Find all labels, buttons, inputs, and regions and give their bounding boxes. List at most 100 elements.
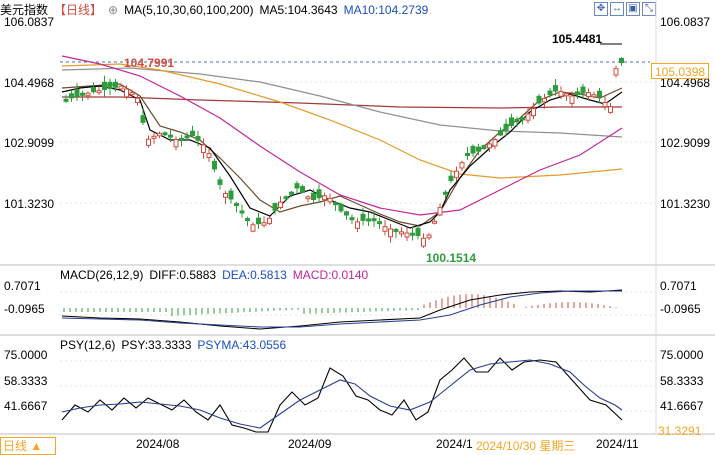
period-footer-tag[interactable]: 日线 ▲: [0, 437, 56, 455]
high-annotation: 105.4481: [552, 32, 603, 46]
moving-averages: [61, 55, 623, 229]
candle-body: [316, 189, 322, 199]
ma10-line: [61, 83, 623, 227]
candle-body: [173, 138, 179, 148]
macd-title-bar: MACD(26,12,9) DIFF:0.5883 DEA:0.5813 MACD:0…: [60, 268, 374, 282]
candle-body: [366, 218, 371, 222]
candle-body: [377, 221, 382, 225]
price-axis-label-left: 104.4968: [4, 76, 55, 90]
macd-value: MACD:0.0140: [292, 268, 369, 282]
candle-body: [135, 97, 140, 104]
macd-axis-label-left: -0.0965: [4, 302, 45, 316]
macd-diff: DIFF:0.5883: [149, 268, 217, 282]
candle-body: [190, 130, 195, 136]
candle-body: [305, 196, 311, 200]
price-axis-label: 102.9099: [660, 136, 711, 150]
candle-body: [267, 217, 272, 225]
psyma-value: PSYMA:43.0556: [197, 338, 287, 352]
current-price-tag: 105.0398: [651, 63, 709, 79]
prev-high-annotation: 104.7991: [124, 56, 175, 70]
candle-body: [558, 91, 564, 97]
macd-params: MACD(26,12,9): [60, 268, 144, 282]
candle-body: [591, 94, 597, 98]
candle-body: [294, 183, 300, 189]
psy-axis-label: 41.6667: [660, 399, 704, 413]
candle-body: [410, 232, 415, 236]
date-label: 2024/08: [136, 437, 180, 451]
candle-body: [250, 224, 256, 232]
candle-body: [201, 144, 206, 153]
period-selector[interactable]: 【日线】: [54, 3, 103, 17]
candle-body: [542, 97, 547, 103]
candle-body: [289, 191, 294, 195]
candle-body: [63, 98, 69, 102]
psy-axis-label: 58.3333: [660, 374, 704, 388]
candle-body: [118, 85, 124, 90]
candle-body: [338, 203, 344, 212]
macd-histogram: [63, 294, 617, 316]
candle-body: [344, 211, 349, 216]
candle-body: [162, 132, 168, 136]
circle-plus-icon[interactable]: ⊕: [108, 3, 119, 17]
price-axis-label: 106.0837: [660, 15, 711, 29]
candle-body: [443, 191, 448, 195]
candle-body: [107, 81, 113, 89]
candle-body: [234, 203, 239, 207]
candle-body: [415, 227, 421, 237]
candle-body: [580, 86, 586, 94]
candle-body: [69, 93, 74, 99]
price-axis-label-left: 106.0837: [4, 15, 55, 29]
ma5-value: MA5:104.3643: [259, 3, 338, 17]
date-label: 2024/11: [596, 437, 639, 451]
candle-body: [448, 175, 454, 181]
candle-body: [349, 217, 355, 221]
candle-body: [531, 108, 536, 117]
candle-body: [520, 117, 525, 121]
candlestick-series: [63, 43, 624, 249]
crosshair-icon[interactable]: ✥: [594, 2, 608, 16]
candle-body: [256, 217, 261, 225]
candle-body: [102, 81, 107, 90]
candle-body: [393, 228, 399, 232]
macd-dea: DEA:0.5813: [222, 268, 287, 282]
candle-body: [322, 195, 327, 201]
date-label: 2024/09: [288, 437, 332, 451]
candle-body: [184, 135, 190, 139]
candle-body: [481, 145, 487, 149]
candle-body: [283, 196, 289, 200]
candle-body: [476, 146, 481, 152]
candle-body: [564, 93, 569, 97]
psyma-line: [61, 359, 623, 429]
candle-body: [179, 137, 184, 141]
candle-body: [492, 139, 498, 147]
candle-body: [151, 135, 157, 139]
candle-body: [157, 132, 162, 137]
candle-body: [272, 203, 278, 211]
candle-body: [388, 228, 393, 238]
candle-body: [437, 207, 443, 216]
candle-body: [245, 218, 250, 222]
psy-axis-label-left: 75.0000: [4, 348, 48, 362]
candle-body: [371, 218, 377, 222]
macd-axis-label: -0.0965: [660, 302, 701, 316]
candle-body: [569, 95, 575, 104]
candle-body: [333, 201, 338, 206]
image-icon[interactable]: ▣: [626, 2, 640, 16]
psy-value: PSY:33.3333: [121, 338, 192, 352]
candle-body: [360, 213, 366, 221]
psy-line: [61, 357, 623, 433]
candle-body: [74, 89, 80, 97]
candle-body: [300, 186, 305, 193]
price-axis-label: 104.4968: [660, 76, 711, 90]
candle-body: [465, 153, 470, 157]
candle-body: [206, 153, 212, 159]
candle-body: [382, 226, 388, 232]
candle-body: [223, 193, 228, 198]
arrow-icon[interactable]: ↔: [610, 2, 624, 16]
low-annotation: 100.1514: [426, 251, 477, 265]
symbol-name: 美元指数: [0, 3, 49, 17]
candle-body: [91, 86, 96, 93]
date-label: 2024/1: [436, 437, 473, 451]
